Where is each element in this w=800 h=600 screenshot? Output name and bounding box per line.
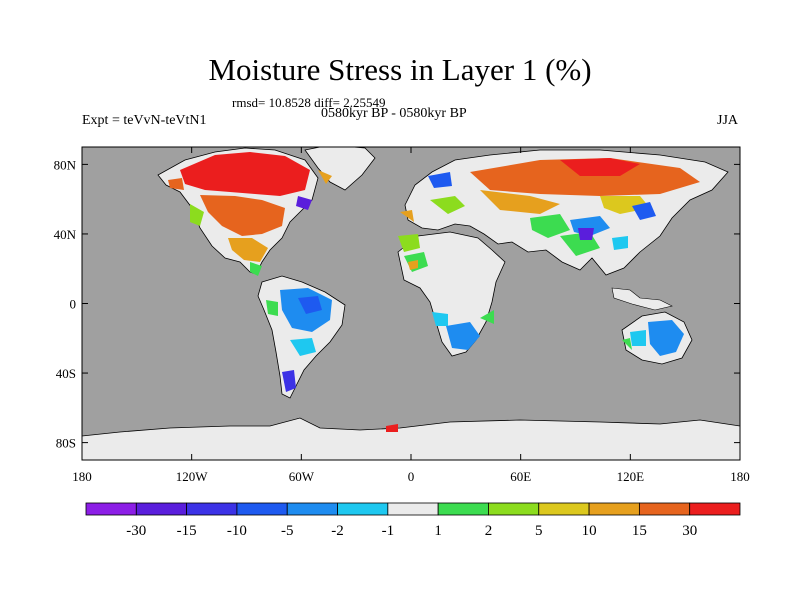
season-label: JJA xyxy=(717,113,739,128)
colorbar-label: -1 xyxy=(382,523,395,539)
colorbar-swatch xyxy=(488,502,540,516)
colorbar-label: 5 xyxy=(535,523,543,539)
colorbar-label: -5 xyxy=(281,523,294,539)
colorbar: -30 -15 -10 -5 -2 -1 1 2 5 10 15 30 xyxy=(85,502,741,539)
colorbar-label: 2 xyxy=(485,523,493,539)
stats-subtitle: rmsd= 10.8528 diff= 2.25549 xyxy=(232,95,386,110)
colorbar-swatch xyxy=(337,502,389,516)
colorbar-swatch xyxy=(538,502,590,516)
colorbar-label: 1 xyxy=(434,523,442,539)
colorbar-label: -10 xyxy=(227,523,247,539)
lat-tick-label: 40S xyxy=(56,366,76,381)
lat-tick-label: 40N xyxy=(54,227,77,242)
colorbar-swatch xyxy=(387,502,439,516)
colorbar-swatch xyxy=(186,502,238,516)
colorbar-label: 15 xyxy=(632,523,647,539)
colorbar-swatch xyxy=(236,502,288,516)
land-layer xyxy=(82,147,740,460)
longitude-axis: 180 120W 60W 0 60E 120E 180 xyxy=(72,147,750,484)
lon-tick-label: 60W xyxy=(289,469,315,484)
lon-tick-label: 180 xyxy=(730,469,750,484)
map-title: Moisture Stress in Layer 1 (%) xyxy=(208,52,592,87)
colorbar-swatch xyxy=(85,502,137,516)
lon-tick-label: 180 xyxy=(72,469,92,484)
period-subtitle: 0580kyr BP - 0580kyr BP xyxy=(321,106,467,121)
colorbar-swatch xyxy=(638,502,691,516)
anomaly-patches xyxy=(168,152,700,432)
colorbar-label: 10 xyxy=(582,523,597,539)
lat-tick-label: 0 xyxy=(70,297,77,312)
indonesia-landmass xyxy=(611,287,673,311)
lat-tick-label: 80S xyxy=(56,436,76,451)
lon-tick-label: 120E xyxy=(617,469,645,484)
lon-tick-label: 60E xyxy=(510,469,531,484)
colorbar-label: -2 xyxy=(331,523,344,539)
colorbar-label: -15 xyxy=(177,523,197,539)
lon-tick-label: 120W xyxy=(176,469,209,484)
antarctica-landmass xyxy=(82,417,740,460)
colorbar-label: -30 xyxy=(126,523,146,539)
colorbar-label: 30 xyxy=(682,523,697,539)
latitude-axis: 80N 40N 0 40S 80S xyxy=(54,157,740,451)
colorbar-swatch xyxy=(437,502,489,516)
colorbar-swatch xyxy=(286,502,338,516)
colorbar-swatch xyxy=(135,502,188,516)
colorbar-swatch xyxy=(689,502,741,516)
lat-tick-label: 80N xyxy=(54,157,77,172)
colorbar-swatch xyxy=(588,502,640,516)
lon-tick-label: 0 xyxy=(408,469,415,484)
experiment-label: Expt = teVvN-teVtN1 xyxy=(82,113,207,128)
